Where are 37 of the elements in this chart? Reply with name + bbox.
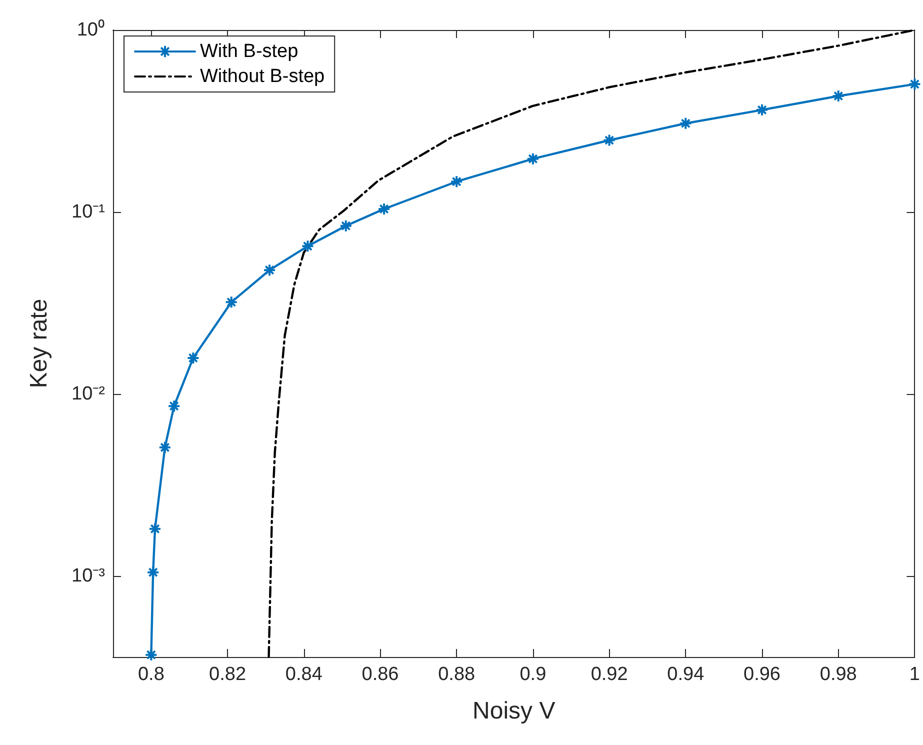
point <box>144 648 158 662</box>
x-tick-label: 0.94 <box>667 664 705 685</box>
point <box>263 264 276 277</box>
x-tick-label: 0.98 <box>820 664 857 685</box>
x-axis-title: Noisy V <box>472 698 556 724</box>
point <box>602 134 616 147</box>
point <box>679 116 692 130</box>
point <box>832 90 845 103</box>
legend-label: Without B-step <box>200 66 325 87</box>
y-tick-label: 10⁰ <box>76 18 105 40</box>
point <box>301 240 314 253</box>
point <box>526 152 540 166</box>
point <box>756 103 769 116</box>
point <box>908 78 922 91</box>
x-tick-label: 0.84 <box>285 664 323 685</box>
point <box>158 440 172 454</box>
y-axis-title: Key rate <box>26 298 52 388</box>
x-tick-label: 0.92 <box>590 664 628 685</box>
point <box>378 202 391 216</box>
point <box>339 219 352 232</box>
x-tick-label: 0.8 <box>138 664 164 685</box>
x-tick-label: 0.96 <box>744 664 780 685</box>
x-tick-label: 1 <box>909 664 920 685</box>
x-tick-label: 0.86 <box>362 664 399 685</box>
y-tick-label: 10⁻³ <box>72 566 105 587</box>
point <box>224 296 238 309</box>
x-tick-label: 0.82 <box>209 664 246 685</box>
point <box>186 351 200 364</box>
x-tick-label: 0.9 <box>520 664 546 685</box>
y-tick-label: 10⁻¹ <box>72 202 105 223</box>
x-tick-label: 0.88 <box>438 664 476 685</box>
legend-label: With B-step <box>200 41 298 62</box>
point <box>148 522 162 536</box>
y-tick-label: 10⁻² <box>72 384 105 405</box>
point <box>146 566 160 579</box>
point <box>168 400 181 413</box>
point <box>450 175 464 188</box>
